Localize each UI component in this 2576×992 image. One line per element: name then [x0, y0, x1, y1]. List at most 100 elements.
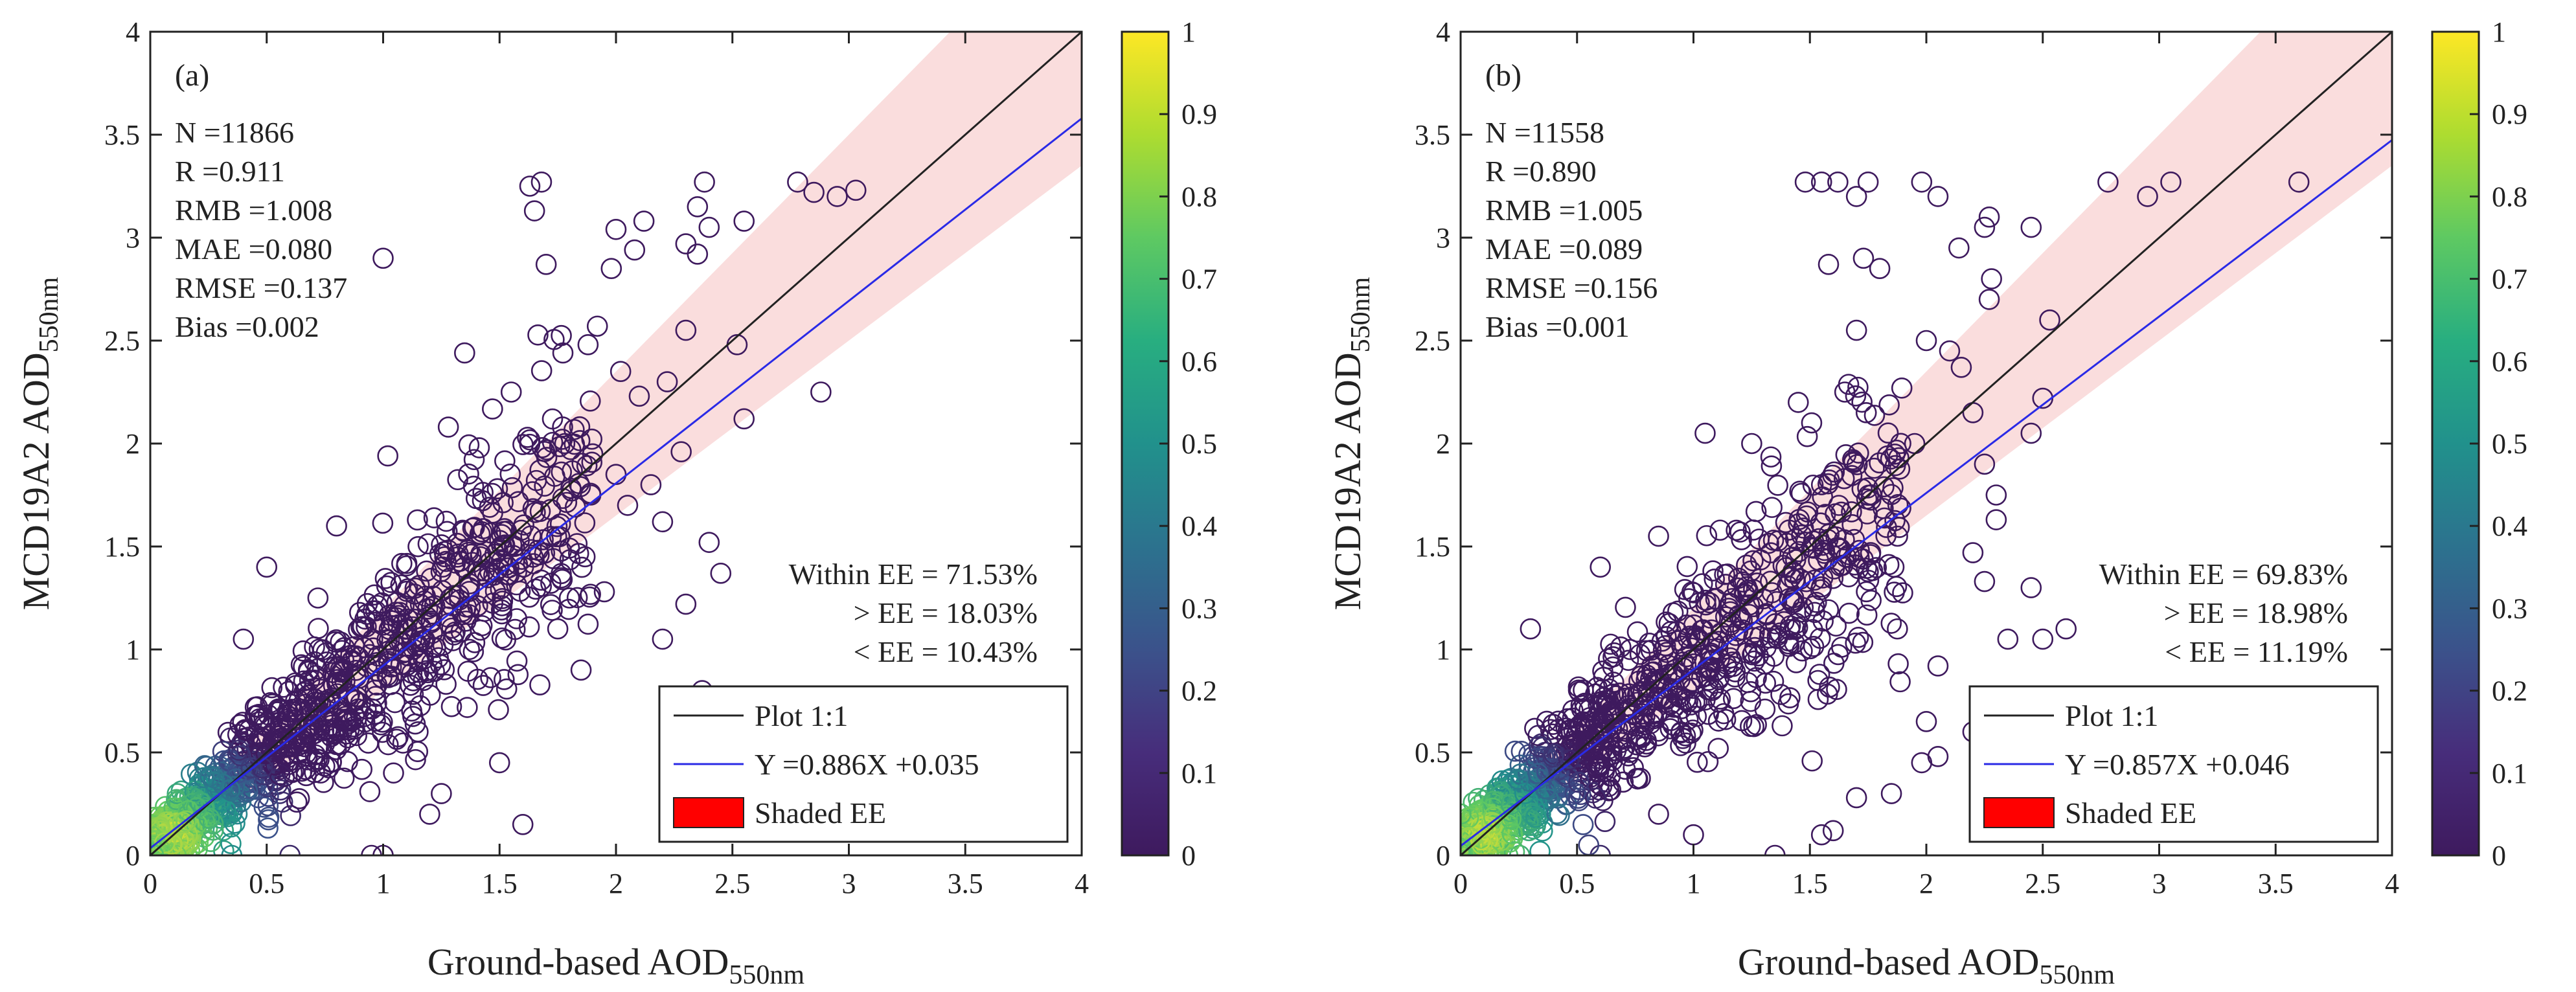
scatter-point — [419, 804, 440, 825]
scatter-point — [1858, 569, 1880, 591]
scatter-point — [1648, 525, 1669, 547]
scatter-point — [787, 171, 808, 193]
scatter-point — [304, 744, 326, 766]
scatter-point — [1635, 693, 1657, 715]
scatter-point — [1762, 670, 1784, 692]
ee-above: > EE = 18.03% — [854, 596, 1038, 629]
scatter-point — [2020, 422, 2042, 444]
x-tick-label: 4 — [2385, 868, 2399, 899]
stat-mae: MAE =0.089 — [1485, 232, 1643, 265]
scatter-point — [491, 595, 513, 616]
scatter-point — [416, 660, 437, 682]
scatter-point — [264, 769, 286, 790]
scatter-point — [1887, 653, 1909, 675]
scatter-point — [605, 218, 627, 240]
scatter-point — [656, 371, 678, 392]
scatter-point — [1974, 453, 1996, 475]
y-axis-label-sub: 550nm — [34, 276, 64, 352]
scatter-point — [1642, 706, 1664, 727]
stat-rmb: RMB =1.005 — [1485, 194, 1643, 227]
scatter-point — [1875, 525, 1897, 547]
scatter-point — [1613, 738, 1635, 759]
scatter-point — [286, 791, 308, 813]
scatter-point — [1785, 652, 1807, 673]
scatter-point — [1827, 171, 1849, 193]
scatter-point — [391, 552, 413, 574]
scatter-point — [372, 512, 394, 534]
scatter-point — [1827, 644, 1849, 666]
scatter-point — [261, 677, 283, 699]
scatter-point — [304, 761, 325, 783]
scatter-point — [1997, 628, 2019, 650]
scatter-point — [1856, 558, 1877, 580]
scatter-point — [1804, 602, 1825, 624]
scatter-point — [483, 565, 505, 586]
scatter-point — [279, 844, 301, 855]
scatter-point — [383, 762, 404, 784]
scatter-point — [1818, 254, 1840, 275]
x-tick-label: 2.5 — [2025, 868, 2060, 899]
scatter-point — [2020, 216, 2042, 238]
scatter-point — [1689, 592, 1710, 614]
scatter-point — [2039, 309, 2060, 331]
ee-stats-block: Within EE = 71.53% > EE = 18.03% < EE = … — [789, 558, 1038, 668]
scatter-point — [329, 660, 351, 681]
scatter-point — [845, 179, 867, 201]
scatter-point — [624, 239, 646, 261]
scatter-point — [198, 807, 220, 829]
scatter-point — [219, 779, 241, 801]
panel-b: 0 0.5 1 1.5 2 2.5 3 3.5 4 0 0.5 1 1.5 2 2.5 3 3.5 4 (b) N… — [1327, 16, 2527, 990]
ee-above: > EE = 18.98% — [2164, 596, 2348, 629]
scatter-point — [566, 587, 588, 609]
scatter-point — [359, 781, 381, 802]
scatter-point — [1778, 519, 1800, 541]
scatter-point — [407, 509, 428, 531]
scatter-point — [488, 752, 510, 774]
scatter-point — [1761, 497, 1783, 518]
scatter-point — [338, 686, 359, 708]
scatter-point — [529, 459, 551, 481]
scatter-point — [1845, 385, 1867, 407]
scatter-point — [227, 724, 249, 745]
scatter-point — [1696, 524, 1718, 547]
scatter-point — [1777, 633, 1799, 655]
scatter-point — [172, 812, 194, 833]
scatter-point — [687, 196, 709, 218]
scatter-point — [1686, 751, 1708, 773]
scatter-point — [308, 749, 330, 771]
scatter-point — [1890, 433, 1911, 455]
stat-r: R =0.911 — [175, 155, 285, 188]
scatter-point — [1814, 539, 1836, 561]
scatter-point — [1780, 567, 1802, 588]
legend-label-ee: Shaded EE — [755, 796, 886, 829]
scatter-point — [506, 561, 527, 583]
scatter-point — [434, 546, 455, 568]
x-tick-label: 1 — [376, 868, 391, 899]
scatter-point — [435, 510, 457, 532]
scatter-point — [1911, 171, 1933, 193]
scatter-point — [826, 186, 848, 207]
scatter-point — [446, 547, 468, 568]
scatter-point — [304, 636, 325, 658]
scatter-point — [1974, 570, 1996, 592]
scatter-point — [1694, 689, 1716, 711]
scatter-point — [2032, 628, 2054, 650]
scatter-point — [326, 515, 347, 537]
scatter-point — [230, 745, 251, 767]
stat-rmse: RMSE =0.156 — [1485, 271, 1658, 304]
scatter-point — [1796, 425, 1818, 447]
scatter-point — [1599, 765, 1621, 787]
scatter-point — [459, 638, 481, 660]
scatter-point — [177, 834, 198, 855]
scatter-point — [416, 560, 437, 582]
scatter-point — [1700, 644, 1722, 666]
scatter-point — [1585, 712, 1606, 733]
scatter-point — [1617, 649, 1639, 671]
scatter-point — [527, 324, 549, 346]
scatter-point — [579, 390, 601, 412]
scatter-point — [633, 210, 655, 232]
legend-label-ee: Shaded EE — [2065, 796, 2196, 829]
x-axis-label-sub: 550nm — [2039, 960, 2115, 990]
scatter-point — [1769, 622, 1791, 644]
scatter-point — [288, 788, 310, 809]
